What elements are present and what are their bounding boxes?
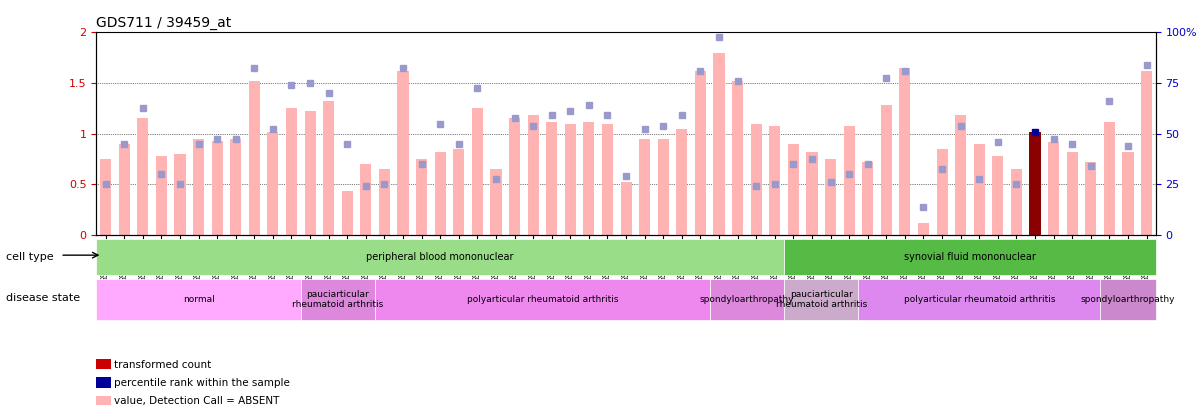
Bar [881, 105, 892, 235]
Bar [955, 115, 967, 235]
Bar [695, 71, 706, 235]
Text: spondyloarthropathy: spondyloarthropathy [700, 295, 795, 304]
Bar [992, 156, 1003, 235]
Text: pauciarticular
rheumatoid arthritis: pauciarticular rheumatoid arthritis [775, 290, 867, 309]
FancyBboxPatch shape [96, 239, 784, 275]
Bar [230, 139, 241, 235]
Bar [249, 81, 260, 235]
FancyBboxPatch shape [376, 279, 709, 320]
Bar [769, 126, 780, 235]
Bar [360, 164, 371, 235]
Text: value, Detection Call = ABSENT: value, Detection Call = ABSENT [114, 396, 279, 405]
Bar [417, 159, 427, 235]
Bar [862, 162, 873, 235]
Bar [100, 159, 111, 235]
Bar [1104, 122, 1115, 235]
Text: percentile rank within the sample: percentile rank within the sample [114, 378, 290, 388]
Bar [193, 139, 205, 235]
Text: pauciarticular
rheumatoid arthritis: pauciarticular rheumatoid arthritis [293, 290, 384, 309]
Text: cell type: cell type [6, 252, 54, 262]
Text: disease state: disease state [6, 293, 81, 303]
Bar [527, 115, 538, 235]
FancyBboxPatch shape [1100, 279, 1156, 320]
Text: synovial fluid mononuclear: synovial fluid mononuclear [904, 252, 1035, 262]
FancyBboxPatch shape [96, 279, 301, 320]
Bar [119, 144, 130, 235]
Bar [937, 149, 948, 235]
Bar [267, 132, 278, 235]
Bar [1085, 162, 1097, 235]
Bar [342, 192, 353, 235]
Bar [657, 139, 669, 235]
Bar [677, 129, 687, 235]
Bar [305, 111, 315, 235]
Bar [472, 109, 483, 235]
Bar [453, 149, 465, 235]
Text: normal: normal [183, 295, 214, 304]
FancyBboxPatch shape [784, 239, 1156, 275]
Bar [750, 124, 762, 235]
Bar [807, 152, 818, 235]
Bar [175, 154, 185, 235]
Bar [509, 119, 520, 235]
Bar [1067, 152, 1078, 235]
Text: transformed count: transformed count [114, 360, 212, 369]
Text: spondyloarthropathy: spondyloarthropathy [1081, 295, 1175, 304]
FancyBboxPatch shape [858, 279, 1100, 320]
Bar [379, 169, 390, 235]
FancyBboxPatch shape [784, 279, 858, 320]
Bar [602, 124, 613, 235]
Bar [917, 223, 929, 235]
Text: polyarticular rheumatoid arthritis: polyarticular rheumatoid arthritis [903, 295, 1055, 304]
Bar [974, 144, 985, 235]
Bar [639, 139, 650, 235]
Bar [397, 71, 408, 235]
Text: peripheral blood mononuclear: peripheral blood mononuclear [366, 252, 514, 262]
Bar [435, 152, 445, 235]
Bar [1047, 142, 1060, 235]
Bar [732, 81, 743, 235]
Bar [620, 182, 632, 235]
Bar [1141, 71, 1152, 235]
Bar [714, 53, 725, 235]
Bar [825, 159, 836, 235]
Bar [1029, 132, 1040, 235]
Text: GDS711 / 39459_at: GDS711 / 39459_at [96, 16, 231, 30]
Bar [490, 169, 502, 235]
Bar [285, 109, 297, 235]
Bar [844, 126, 855, 235]
Bar [787, 144, 799, 235]
FancyBboxPatch shape [709, 279, 784, 320]
Bar [155, 156, 167, 235]
FancyBboxPatch shape [301, 279, 376, 320]
Bar [565, 124, 576, 235]
Text: polyarticular rheumatoid arthritis: polyarticular rheumatoid arthritis [467, 295, 618, 304]
Bar [137, 119, 148, 235]
Bar [1011, 169, 1022, 235]
Bar [212, 141, 223, 235]
Bar [547, 122, 557, 235]
Bar [583, 122, 595, 235]
Bar [899, 68, 910, 235]
Bar [323, 101, 335, 235]
Bar [1122, 152, 1133, 235]
